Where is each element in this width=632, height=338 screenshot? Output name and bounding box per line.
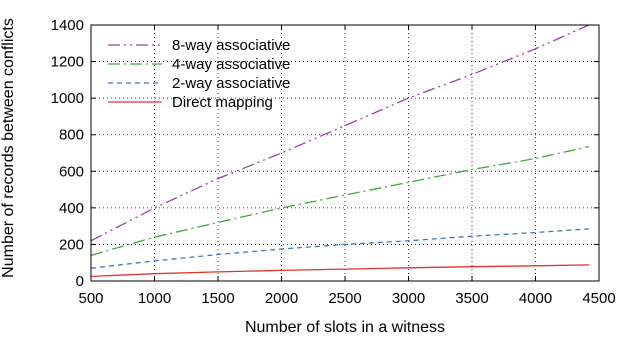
legend-label: 4-way associative [172, 56, 290, 73]
y-tick-label: 1000 [51, 90, 84, 107]
y-tick-label: 1200 [51, 54, 84, 71]
x-tick-label: 2000 [265, 290, 298, 307]
y-tick-label: 800 [59, 127, 84, 144]
legend: 8-way associative 4-way associative 2-way … [108, 37, 290, 111]
grid-lines [91, 25, 599, 281]
x-tick-label: 2500 [328, 290, 361, 307]
axis-ticks [90, 24, 600, 282]
x-axis-title: Number of slots in a witness [245, 319, 445, 336]
y-tick-label: 1400 [51, 17, 84, 34]
x-tick-labels: 500 1000 1500 2000 2500 3000 3500 4000 4500 [78, 290, 615, 307]
x-tick-label: 3500 [455, 290, 488, 307]
series-lines [90, 24, 590, 278]
y-tick-label: 200 [59, 236, 84, 253]
y-axis-title: Number of records between conflicts [0, 18, 17, 278]
x-tick-label: 500 [78, 290, 103, 307]
y-tick-label: 0 [76, 273, 84, 290]
x-tick-label: 1000 [138, 290, 171, 307]
legend-label: 2-way associative [172, 75, 290, 92]
y-tick-label: 600 [59, 163, 84, 180]
series-line-8-way-associative [90, 24, 590, 242]
series-line-4-way-associative [90, 145, 589, 257]
x-tick-label: 4000 [519, 290, 552, 307]
series-line-direct-mapping [90, 264, 589, 278]
legend-label: Direct mapping [172, 94, 273, 111]
y-tick-labels: 0 200 400 600 800 1000 1200 1400 [51, 17, 84, 290]
y-tick-label: 400 [59, 200, 84, 217]
x-tick-label: 4500 [582, 290, 615, 307]
x-tick-label: 1500 [201, 290, 234, 307]
series-line-2-way-associative [90, 228, 589, 269]
legend-label: 8-way associative [172, 37, 290, 54]
x-tick-label: 3000 [392, 290, 425, 307]
